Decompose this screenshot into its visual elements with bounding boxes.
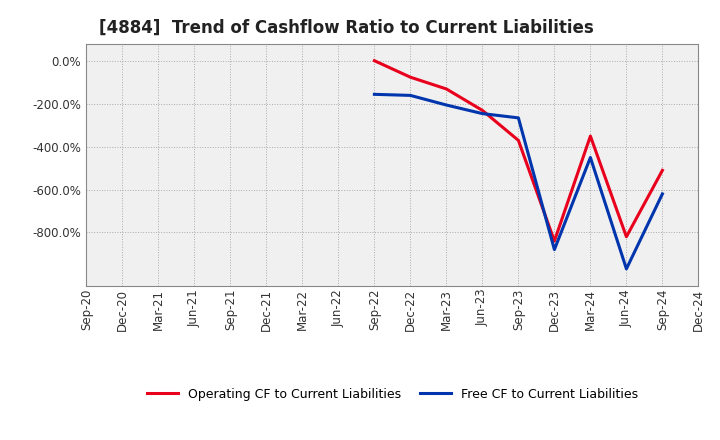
Free CF to Current Liabilities (370, 92, 379, 97)
Operating CF to Current Liabilities (442, 86, 451, 92)
Free CF to Current Liabilities (442, 103, 451, 108)
Free CF to Current Liabilities (622, 266, 631, 271)
Free CF to Current Liabilities (478, 111, 487, 116)
Operating CF to Current Liabilities (370, 58, 379, 63)
Line: Operating CF to Current Liabilities: Operating CF to Current Liabilities (374, 61, 662, 241)
Free CF to Current Liabilities (658, 191, 667, 197)
Free CF to Current Liabilities (550, 247, 559, 252)
Legend: Operating CF to Current Liabilities, Free CF to Current Liabilities: Operating CF to Current Liabilities, Fre… (142, 383, 643, 406)
Operating CF to Current Liabilities (406, 74, 415, 80)
Text: [4884]  Trend of Cashflow Ratio to Current Liabilities: [4884] Trend of Cashflow Ratio to Curren… (99, 19, 593, 37)
Free CF to Current Liabilities (514, 115, 523, 121)
Operating CF to Current Liabilities (550, 238, 559, 244)
Line: Free CF to Current Liabilities: Free CF to Current Liabilities (374, 94, 662, 269)
Free CF to Current Liabilities (586, 155, 595, 160)
Operating CF to Current Liabilities (478, 108, 487, 113)
Operating CF to Current Liabilities (514, 138, 523, 143)
Operating CF to Current Liabilities (622, 234, 631, 239)
Operating CF to Current Liabilities (586, 133, 595, 139)
Operating CF to Current Liabilities (658, 168, 667, 173)
Free CF to Current Liabilities (406, 93, 415, 98)
